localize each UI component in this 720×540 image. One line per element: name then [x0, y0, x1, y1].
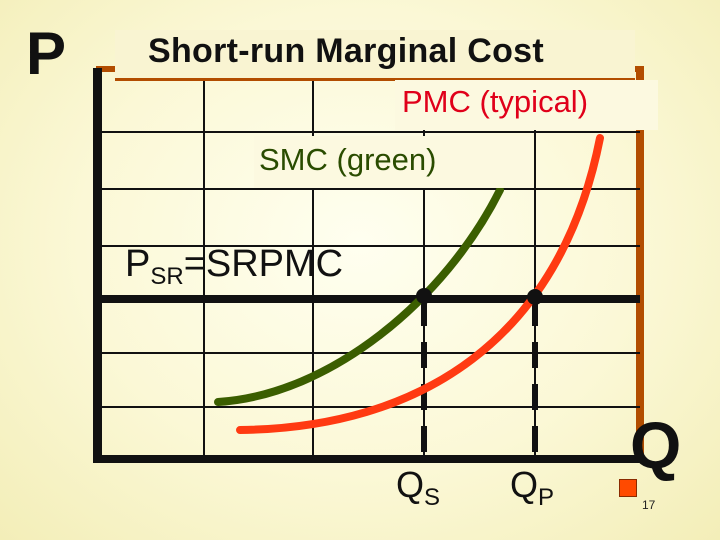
x-axis-label: Q: [630, 408, 682, 482]
smc-label: SMC (green): [259, 142, 437, 177]
y-axis: [93, 68, 102, 462]
smc-intersection-point: [416, 288, 432, 304]
smc-curve: [214, 186, 504, 406]
price-label: PSR=SRPMC: [125, 243, 344, 290]
qs-label: QS: [396, 464, 440, 511]
slide-title: Short-run Marginal Cost: [148, 32, 545, 70]
price-label-rest: =SRPMC: [183, 243, 344, 285]
qs-label-main: Q: [396, 464, 425, 505]
price-label-subscript: SR: [150, 263, 184, 290]
x-axis: [93, 455, 643, 463]
slide-nav-square[interactable]: [619, 479, 637, 497]
smc-label-box: [254, 136, 532, 188]
pmc-intersection-point: [527, 289, 543, 305]
pmc-label-box: [395, 80, 658, 130]
pmc-label: PMC (typical): [402, 84, 589, 119]
pmc-curve: [236, 134, 604, 434]
frame-shadow-right: [636, 66, 644, 462]
qp-label: QP: [510, 464, 554, 511]
slide-number: 17: [642, 498, 656, 512]
qp-label-main: Q: [510, 464, 539, 505]
y-axis-label: P: [26, 20, 67, 87]
title-box: [115, 30, 635, 81]
qs-label-subscript: S: [424, 484, 441, 511]
price-label-main: P: [125, 243, 151, 285]
price-line: [100, 295, 640, 303]
qp-label-subscript: P: [538, 484, 555, 511]
